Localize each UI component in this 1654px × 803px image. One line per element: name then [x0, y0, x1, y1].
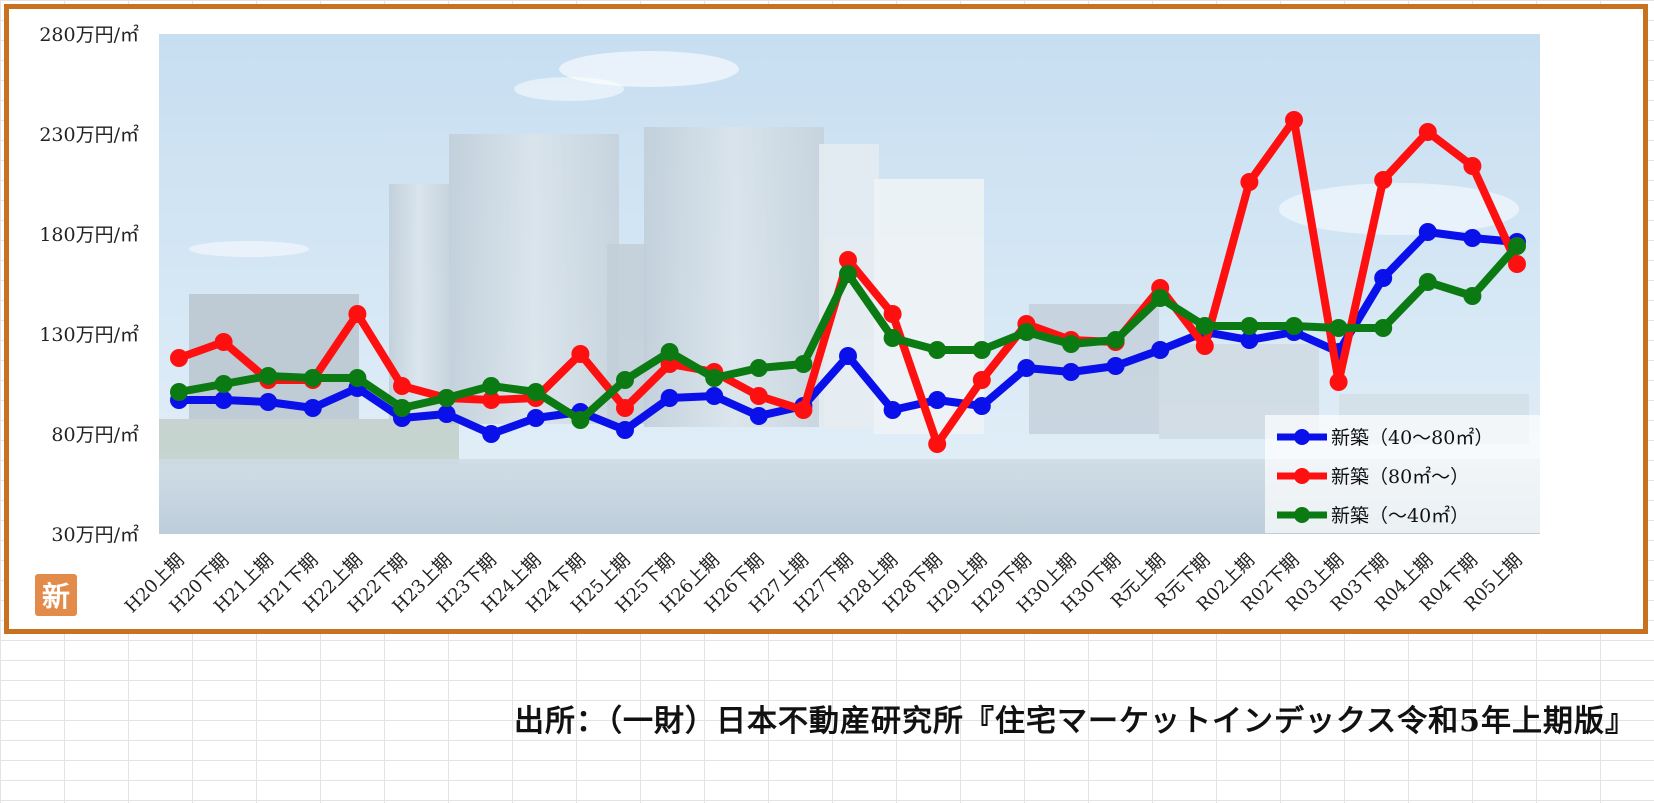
data-point — [303, 399, 322, 417]
data-point — [393, 377, 411, 395]
data-point — [259, 393, 278, 411]
source-note: 出所：（一財）日本不動産研究所『住宅マーケットインデックス令和5年上期版』 — [514, 704, 1636, 739]
data-point — [1374, 269, 1393, 287]
data-point — [616, 371, 634, 389]
data-point — [1062, 363, 1080, 381]
data-point — [214, 375, 233, 393]
data-point — [1374, 319, 1393, 337]
data-point — [1017, 359, 1036, 377]
series-1 — [170, 111, 1526, 453]
y-tick-label: 230万円/㎡ — [39, 123, 139, 146]
data-point — [259, 367, 278, 385]
data-point — [1151, 289, 1170, 307]
legend-marker — [1294, 507, 1310, 523]
data-point — [928, 391, 947, 409]
data-point — [883, 329, 902, 347]
chart-frame: 280万円/㎡ 230万円/㎡ 180万円/㎡ 130万円/㎡ 80万円/㎡ 30万円/㎡… — [4, 4, 1648, 634]
data-point — [437, 405, 456, 423]
y-tick-label: 30万円/㎡ — [51, 523, 139, 546]
legend-marker — [1294, 429, 1310, 445]
data-point — [1463, 287, 1482, 305]
data-point — [883, 305, 902, 323]
data-point — [749, 359, 768, 377]
data-point — [170, 383, 188, 401]
data-point — [482, 425, 501, 443]
data-point — [214, 391, 233, 409]
data-point — [972, 341, 991, 359]
data-point — [839, 251, 857, 269]
data-point — [482, 377, 501, 395]
data-point — [526, 383, 545, 401]
data-point — [1285, 111, 1303, 129]
data-point — [616, 399, 634, 417]
data-point — [1463, 157, 1482, 175]
data-point — [660, 389, 679, 407]
data-point — [1240, 317, 1259, 335]
data-point — [616, 421, 634, 439]
data-point — [794, 355, 813, 373]
legend-label: 新築（40～80㎡） — [1331, 426, 1493, 449]
data-point — [928, 435, 947, 453]
data-point — [705, 369, 724, 387]
new-badge-icon: 新 — [35, 574, 77, 616]
data-point — [1418, 273, 1437, 291]
legend-label: 新築（80㎡～） — [1331, 465, 1469, 488]
data-point — [705, 387, 724, 405]
series-2 — [170, 237, 1526, 429]
data-point — [1017, 323, 1036, 341]
data-point — [482, 391, 501, 409]
data-point — [303, 369, 322, 387]
data-point — [1195, 317, 1214, 335]
data-point — [1463, 229, 1482, 247]
data-point — [170, 349, 188, 367]
y-tick-label: 280万円/㎡ — [39, 23, 139, 46]
data-point — [1240, 331, 1259, 349]
line-chart: 280万円/㎡ 230万円/㎡ 180万円/㎡ 130万円/㎡ 80万円/㎡ 30万円/㎡… — [39, 23, 1545, 618]
data-point — [1106, 331, 1125, 349]
x-axis: H20上期H20下期H21上期H21下期H22上期H22下期H23上期H23下期… — [121, 550, 1527, 618]
data-point — [883, 401, 902, 419]
legend: 新築（40～80㎡） 新築（80㎡～） 新築（～40㎡） — [1265, 415, 1545, 533]
data-point — [1508, 255, 1526, 273]
data-point — [1508, 237, 1526, 255]
data-point — [839, 347, 857, 365]
data-point — [1195, 337, 1214, 355]
data-point — [1106, 357, 1125, 375]
data-point — [348, 305, 367, 323]
data-point — [1418, 223, 1437, 241]
data-point — [794, 401, 813, 419]
data-point — [1062, 335, 1080, 353]
y-axis: 280万円/㎡ 230万円/㎡ 180万円/㎡ 130万円/㎡ 80万円/㎡ 30万円/㎡ — [39, 23, 139, 546]
series-layer — [170, 111, 1526, 453]
data-point — [1329, 373, 1348, 391]
data-point — [571, 411, 590, 429]
data-point — [1374, 171, 1393, 189]
data-point — [393, 399, 411, 417]
data-point — [839, 265, 857, 283]
legend-marker — [1294, 468, 1310, 484]
data-point — [1240, 173, 1259, 191]
y-tick-label: 80万円/㎡ — [51, 423, 139, 446]
data-point — [749, 407, 768, 425]
data-point — [571, 345, 590, 363]
data-point — [749, 387, 768, 405]
data-point — [214, 333, 233, 351]
data-point — [526, 409, 545, 427]
data-point — [1329, 319, 1348, 337]
data-point — [1285, 317, 1303, 335]
legend-label: 新築（～40㎡） — [1331, 504, 1469, 527]
data-point — [1151, 341, 1170, 359]
y-tick-label: 180万円/㎡ — [39, 223, 139, 246]
data-point — [1418, 123, 1437, 141]
y-tick-label: 130万円/㎡ — [39, 323, 139, 346]
data-point — [928, 341, 947, 359]
data-point — [660, 343, 679, 361]
data-point — [348, 369, 367, 387]
data-point — [437, 389, 456, 407]
data-point — [972, 397, 991, 415]
data-point — [972, 371, 991, 389]
